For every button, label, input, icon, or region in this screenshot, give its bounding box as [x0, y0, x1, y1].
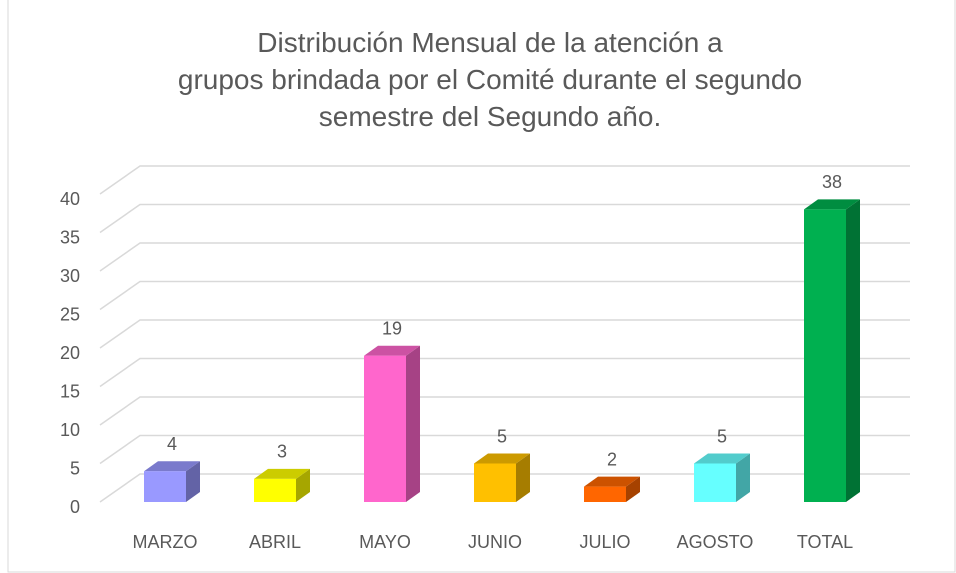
bar — [584, 486, 626, 502]
bar-side — [736, 453, 750, 502]
bar — [804, 209, 846, 502]
x-tick-label: MARZO — [133, 532, 198, 552]
x-tick-label: ABRIL — [249, 532, 301, 552]
y-tick-label: 30 — [60, 266, 80, 286]
bar — [254, 478, 296, 502]
bar-top — [804, 199, 860, 210]
y-tick-label: 25 — [60, 304, 80, 324]
grid-line — [99, 473, 910, 503]
grid-line — [99, 396, 910, 426]
bar-top — [474, 453, 530, 464]
x-tick-label: JULIO — [579, 532, 630, 552]
data-label: 19 — [382, 318, 402, 338]
y-tick-label: 20 — [60, 343, 80, 363]
bar-top — [144, 461, 200, 472]
x-tick-label: TOTAL — [797, 532, 853, 552]
data-label: 5 — [717, 426, 727, 446]
grid-line — [99, 165, 910, 195]
bar-top — [694, 453, 750, 464]
data-label: 38 — [822, 172, 842, 192]
y-tick-label: 5 — [70, 458, 80, 478]
x-tick-label: MAYO — [359, 532, 411, 552]
data-label: 4 — [167, 434, 177, 454]
bar — [474, 463, 516, 502]
y-tick-label: 0 — [70, 497, 80, 517]
grid-line — [99, 242, 910, 272]
grid-line — [99, 434, 910, 465]
bar — [364, 355, 406, 502]
y-tick-label: 40 — [60, 189, 80, 209]
bar-top — [254, 468, 310, 479]
bar-side — [516, 453, 530, 502]
bar-side — [626, 476, 640, 502]
grid-line — [99, 203, 910, 234]
bar-side — [846, 199, 860, 502]
bar — [694, 463, 736, 502]
bar — [144, 471, 186, 502]
data-label: 2 — [607, 449, 617, 469]
y-tick-label: 15 — [60, 381, 80, 401]
y-tick-label: 10 — [60, 420, 80, 440]
bar-side — [406, 345, 420, 502]
data-label: 5 — [497, 426, 507, 446]
data-label: 3 — [277, 442, 287, 462]
x-tick-label: JUNIO — [468, 532, 522, 552]
bar-side — [296, 468, 310, 502]
bar-top — [364, 345, 420, 356]
grid-line — [99, 280, 910, 311]
grid-line — [99, 319, 910, 349]
chart-title: Distribución Mensual de la atención a gru… — [178, 27, 802, 132]
bar-top — [584, 476, 640, 487]
grid-line — [99, 357, 910, 388]
y-tick-label: 35 — [60, 227, 80, 247]
x-tick-label: AGOSTO — [677, 532, 754, 552]
bar-side — [186, 461, 200, 502]
